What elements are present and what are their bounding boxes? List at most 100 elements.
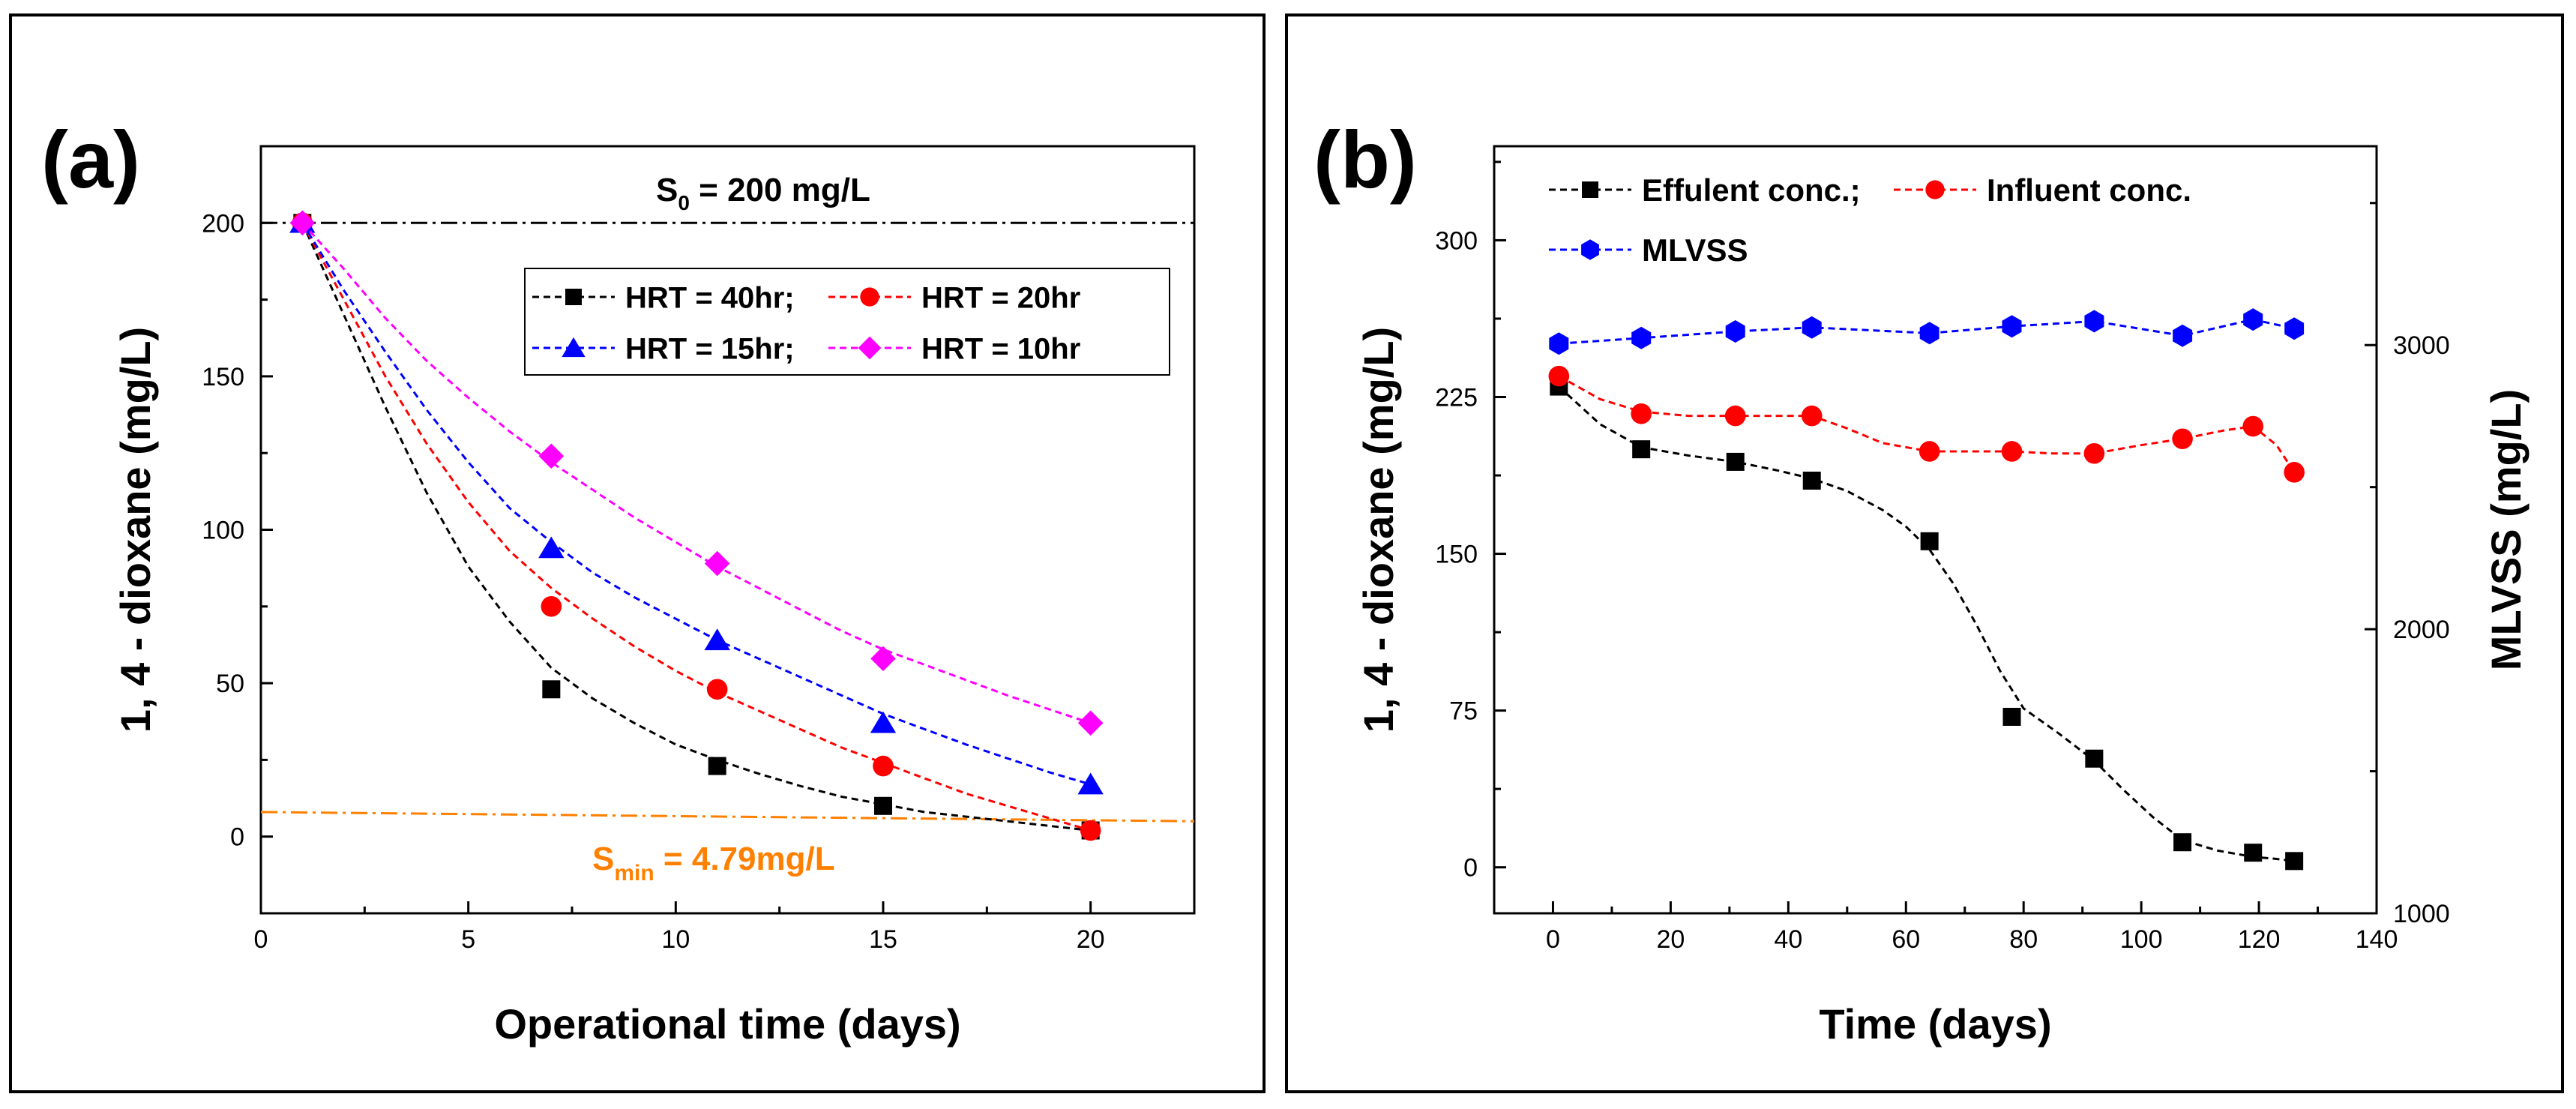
y-tick-label-a: 50	[216, 670, 244, 698]
data-point-hrt15	[1077, 772, 1104, 795]
data-point-influent	[2172, 428, 2193, 450]
x-tick-label-b: 0	[1546, 925, 1560, 954]
x-tick-label-a: 15	[869, 925, 897, 954]
y-axis-title-b: 1, 4 - dioxane (mg/L)	[1355, 327, 1402, 733]
data-point-mlvss	[1549, 332, 1569, 355]
legend-label-effluent: Effulent conc.;	[1642, 172, 1861, 208]
reference-label-s0-main: S	[656, 172, 678, 208]
legend-swatch-marker-influent	[1925, 180, 1945, 199]
data-point-hrt15	[870, 711, 897, 733]
data-point-hrt10	[289, 210, 316, 236]
data-point-hrt15	[538, 536, 565, 559]
data-point-effluent	[1632, 440, 1651, 459]
data-point-effluent	[1920, 532, 1939, 550]
x-axis-title-a: Operational time (days)	[494, 1000, 960, 1048]
legend-swatch-marker-hrt10	[858, 336, 882, 360]
plot-frame-a	[259, 145, 1196, 915]
y-right-axis-title-b: MLVSS (mg/L)	[2482, 389, 2530, 670]
legend-box-a	[524, 268, 1170, 376]
data-point-effluent	[2085, 749, 2104, 768]
y-tick-label-b: 225	[1435, 383, 1478, 412]
data-point-effluent	[1802, 471, 1821, 490]
reference-label-smin-rest: = 4.79mg/L	[654, 841, 835, 877]
y-tick-label-a: 200	[202, 209, 244, 238]
legend-swatch-marker-hrt15	[562, 337, 586, 358]
x-axis-title-b: Time (days)	[1819, 1000, 2051, 1048]
reference-label-s0-sub: 0	[678, 191, 690, 214]
data-point-hrt40	[708, 757, 726, 775]
y-tick-label-b: 150	[1435, 541, 1478, 569]
data-point-influent	[2001, 441, 2023, 462]
legend-label-hrt10: HRT = 10hr	[921, 332, 1080, 365]
data-point-effluent	[2173, 833, 2192, 852]
y-right-tick-label-b: 2000	[2393, 616, 2450, 644]
legend-label-hrt20: HRT = 20hr	[921, 281, 1080, 314]
data-point-effluent	[2285, 852, 2304, 871]
data-point-influent	[1631, 403, 1652, 424]
reference-label-smin-sub: min	[614, 861, 654, 886]
series-line-hrt15	[301, 222, 1092, 786]
reference-line-smin	[260, 811, 1195, 823]
data-point-hrt10	[1077, 710, 1104, 736]
y-tick-label-a: 0	[230, 823, 244, 852]
legend-label-mlvss: MLVSS	[1642, 232, 1748, 268]
x-tick-label-b: 40	[1774, 925, 1802, 954]
series-line-hrt10	[301, 222, 1092, 724]
data-point-influent	[1548, 365, 1570, 387]
data-point-hrt10	[538, 443, 565, 469]
data-point-hrt20	[1080, 820, 1101, 841]
data-point-influent	[1801, 405, 1823, 427]
data-point-hrt15	[704, 628, 730, 651]
data-point-effluent	[2244, 844, 2263, 862]
legend-label-hrt40: HRT = 40hr;	[625, 281, 795, 314]
legend-swatch-marker-effluent	[1582, 181, 1598, 198]
legend-swatch-marker-hrt40	[565, 289, 582, 305]
data-point-hrt10	[704, 550, 730, 577]
x-tick-label-a: 20	[1077, 925, 1105, 954]
data-point-mlvss	[1725, 320, 1745, 343]
x-tick-label-b: 60	[1892, 925, 1920, 954]
series-line-influent	[1558, 375, 2296, 473]
data-point-hrt40	[874, 796, 892, 815]
data-point-hrt40	[542, 680, 561, 699]
reference-label-smin: Smin = 4.79mg/L	[592, 841, 835, 886]
x-tick-label-a: 5	[461, 925, 475, 954]
data-point-effluent	[2002, 707, 2021, 726]
data-point-mlvss	[1919, 322, 1939, 345]
y-right-tick-label-b: 3000	[2393, 331, 2450, 360]
data-point-mlvss	[2173, 324, 2193, 347]
data-point-influent	[2284, 462, 2305, 483]
data-point-hrt20	[541, 596, 562, 617]
y-right-tick-label-b: 1000	[2393, 900, 2450, 928]
series-line-hrt40	[301, 222, 1091, 832]
legend-label-influent: Influent conc.	[1987, 172, 2191, 208]
data-point-mlvss	[2284, 317, 2305, 340]
x-tick-label-b: 140	[2356, 925, 2398, 954]
y-tick-label-a: 100	[202, 517, 244, 545]
data-point-effluent	[1726, 452, 1745, 471]
data-point-influent	[1919, 441, 1940, 462]
reference-label-s0-rest: = 200 mg/L	[690, 172, 870, 208]
data-point-mlvss	[2002, 315, 2022, 338]
data-point-mlvss	[1802, 316, 1822, 339]
data-point-influent	[1724, 405, 1746, 427]
x-tick-label-a: 0	[254, 925, 268, 954]
legend-label-hrt15: HRT = 15hr;	[625, 332, 795, 365]
data-point-hrt10	[870, 646, 896, 672]
data-point-influent	[2242, 415, 2264, 437]
x-tick-label-b: 20	[1656, 925, 1685, 954]
chart-b: (b) 0 20 40 60 80 100 120 140 0 75 150 225 300 1000 200…	[1313, 114, 2530, 1048]
series-line-mlvss	[1559, 318, 2295, 345]
legend-swatch-marker-hrt20	[860, 287, 879, 307]
data-point-mlvss	[2243, 308, 2263, 331]
x-tick-label-b: 100	[2120, 925, 2163, 954]
data-point-hrt20	[706, 679, 728, 700]
data-point-influent	[2083, 442, 2105, 464]
data-point-mlvss	[2084, 310, 2104, 333]
plot-frame-b	[1493, 145, 2378, 915]
panel-label-a: (a)	[41, 114, 140, 205]
x-tick-label-b: 120	[2238, 925, 2281, 954]
y-axis-title-a: 1, 4 - dioxane (mg/L)	[112, 327, 159, 733]
